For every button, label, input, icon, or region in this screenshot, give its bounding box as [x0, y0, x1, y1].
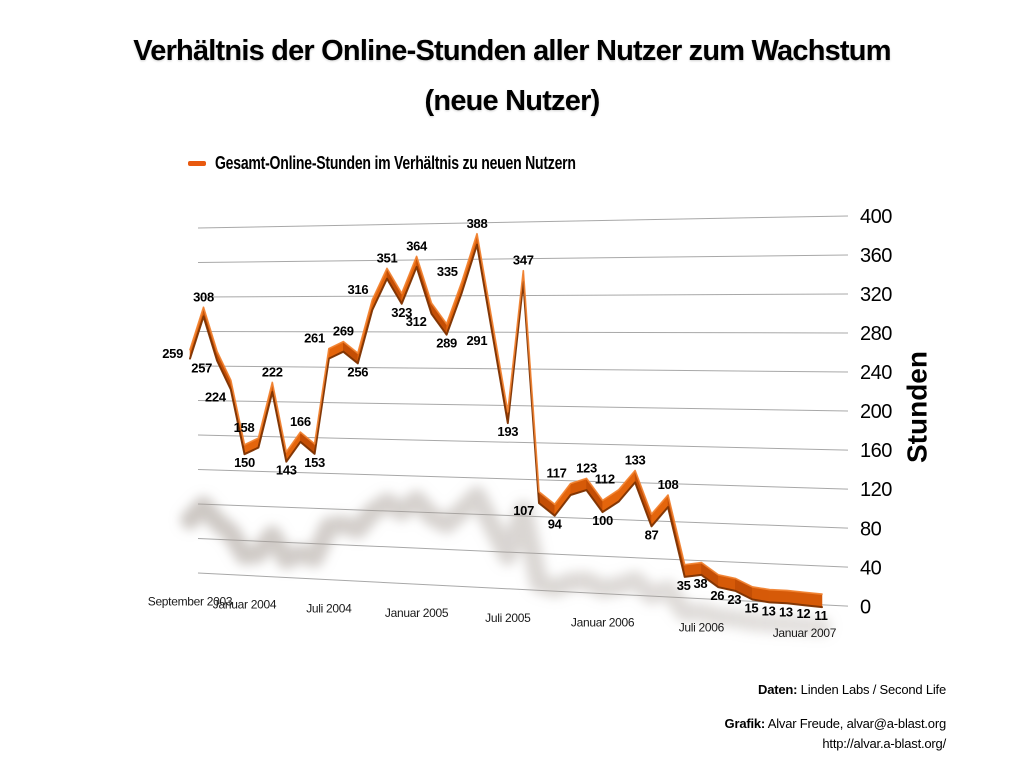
value-label-9: 153	[304, 455, 325, 470]
y-axis-tick-labels: 0 40 80 120 160 200 240 280 320 360 400	[860, 206, 893, 619]
credit-url: http://alvar.a-blast.org/	[822, 736, 946, 751]
y-tick-label-120: 120	[860, 479, 892, 501]
chart-title: Verhältnis der Online-Stunden aller Nutz…	[0, 26, 1024, 126]
value-label-39: 13	[779, 604, 793, 619]
y-tick-label-200: 200	[860, 401, 892, 423]
y-tick-label-240: 240	[860, 362, 892, 384]
value-label-14: 351	[377, 250, 398, 265]
x-tick-label-28: Januar 2006	[571, 616, 635, 630]
ribbon-segment-28	[602, 489, 620, 513]
chart-title-line1: Verhältnis der Online-Stunden aller Nutz…	[133, 35, 891, 67]
x-tick-label-22: Juli 2005	[485, 611, 531, 625]
value-label-28: 100	[592, 513, 613, 528]
value-label-15: 323	[391, 305, 412, 320]
legend-line-swatch-icon	[188, 161, 206, 166]
y-axis-title: Stunden	[901, 351, 932, 463]
value-label-5: 158	[234, 420, 255, 435]
value-label-21: 291	[467, 333, 488, 348]
gridline-280	[197, 331, 849, 334]
value-label-25: 94	[548, 517, 563, 532]
gridlines	[197, 215, 849, 607]
gridline-120	[197, 469, 849, 490]
ribbon-shadow-path	[180, 486, 832, 636]
value-label-41: 11	[814, 608, 827, 623]
x-tick-label-40: Januar 2007	[773, 626, 837, 640]
value-label-24: 107	[513, 503, 534, 518]
value-label-3: 224	[205, 390, 227, 405]
value-label-32: 108	[658, 477, 679, 492]
value-label-19: 335	[437, 264, 458, 279]
value-label-17: 312	[406, 314, 427, 329]
value-label-0: 259	[162, 346, 183, 361]
ribbon-bottom-edge	[189, 243, 823, 609]
value-label-18: 289	[436, 336, 457, 351]
gridline-320	[197, 293, 849, 298]
ribbon-segment-38	[769, 589, 788, 604]
x-tick-label-0: September 2003	[148, 595, 233, 609]
y-tick-label-360: 360	[860, 245, 892, 267]
value-label-2: 257	[191, 361, 212, 376]
value-label-11: 269	[333, 324, 354, 339]
value-label-10: 261	[304, 331, 325, 346]
chart-title-line2: (neue Nutzer)	[424, 85, 601, 117]
value-label-35: 26	[710, 588, 724, 603]
gridline-0	[197, 572, 849, 607]
gridline-240	[197, 365, 849, 373]
credit-author: Grafik: Alvar Freude, alvar@a-blast.org	[724, 716, 947, 731]
value-label-26: 117	[547, 466, 567, 481]
value-label-7: 143	[276, 463, 297, 478]
value-label-12: 256	[347, 364, 368, 379]
y-tick-label-40: 40	[860, 557, 882, 579]
y-tick-label-400: 400	[860, 206, 892, 228]
value-label-31: 87	[645, 527, 659, 542]
gridline-360	[197, 254, 849, 263]
ribbon-top-edge	[189, 232, 823, 595]
value-label-6: 222	[262, 364, 283, 379]
value-label-33: 35	[677, 578, 691, 593]
value-label-27: 123	[576, 460, 597, 475]
value-label-40: 12	[796, 606, 810, 621]
ribbon-floor-shadow	[180, 486, 832, 636]
credits: Daten: Linden Labs / Second Life Grafik:…	[724, 682, 947, 751]
value-label-37: 15	[744, 601, 758, 616]
x-tick-label-16: Januar 2005	[385, 606, 449, 620]
value-label-16: 364	[406, 238, 428, 253]
gridline-200	[197, 400, 849, 412]
credit-data-source: Daten: Linden Labs / Second Life	[725, 682, 946, 697]
value-label-22: 193	[497, 424, 518, 439]
value-label-30: 133	[625, 453, 646, 468]
x-tick-label-34: Juli 2006	[679, 621, 725, 635]
value-label-13: 316	[348, 282, 369, 297]
value-label-23: 347	[513, 253, 534, 268]
x-tick-label-10: Juli 2004	[306, 602, 352, 616]
legend-label: Gesamt-Online-Stunden im Verhältnis zu n…	[215, 153, 576, 173]
y-tick-label-0: 0	[860, 596, 871, 618]
y-tick-label-280: 280	[860, 323, 892, 345]
value-label-1: 308	[193, 289, 214, 304]
x-tick-label-4: Januar 2004	[213, 597, 277, 611]
data-series-ribbon	[189, 232, 823, 609]
value-label-29: 112	[595, 472, 615, 487]
value-label-38: 13	[762, 603, 776, 618]
value-label-4: 150	[234, 455, 255, 470]
credit-data-value: Linden Labs / Second Life	[797, 682, 947, 697]
gridline-400	[197, 215, 849, 229]
value-label-8: 166	[290, 414, 311, 429]
y-tick-label-80: 80	[860, 518, 882, 540]
legend: Gesamt-Online-Stunden im Verhältnis zu n…	[188, 153, 677, 174]
y-tick-label-160: 160	[860, 440, 892, 462]
value-label-36: 23	[727, 592, 741, 607]
credit-data-label: Daten:	[758, 682, 798, 697]
value-labels: 259 308 257 224 150 158 222 143 166 153 261 269 256 3…	[162, 216, 828, 623]
y-tick-label-320: 320	[860, 284, 892, 306]
credit-author-value: Alvar Freude, alvar@a-blast.org	[765, 716, 946, 731]
value-label-20: 388	[467, 216, 488, 231]
value-label-34: 38	[693, 576, 707, 591]
credit-author-label: Grafik:	[724, 716, 766, 731]
